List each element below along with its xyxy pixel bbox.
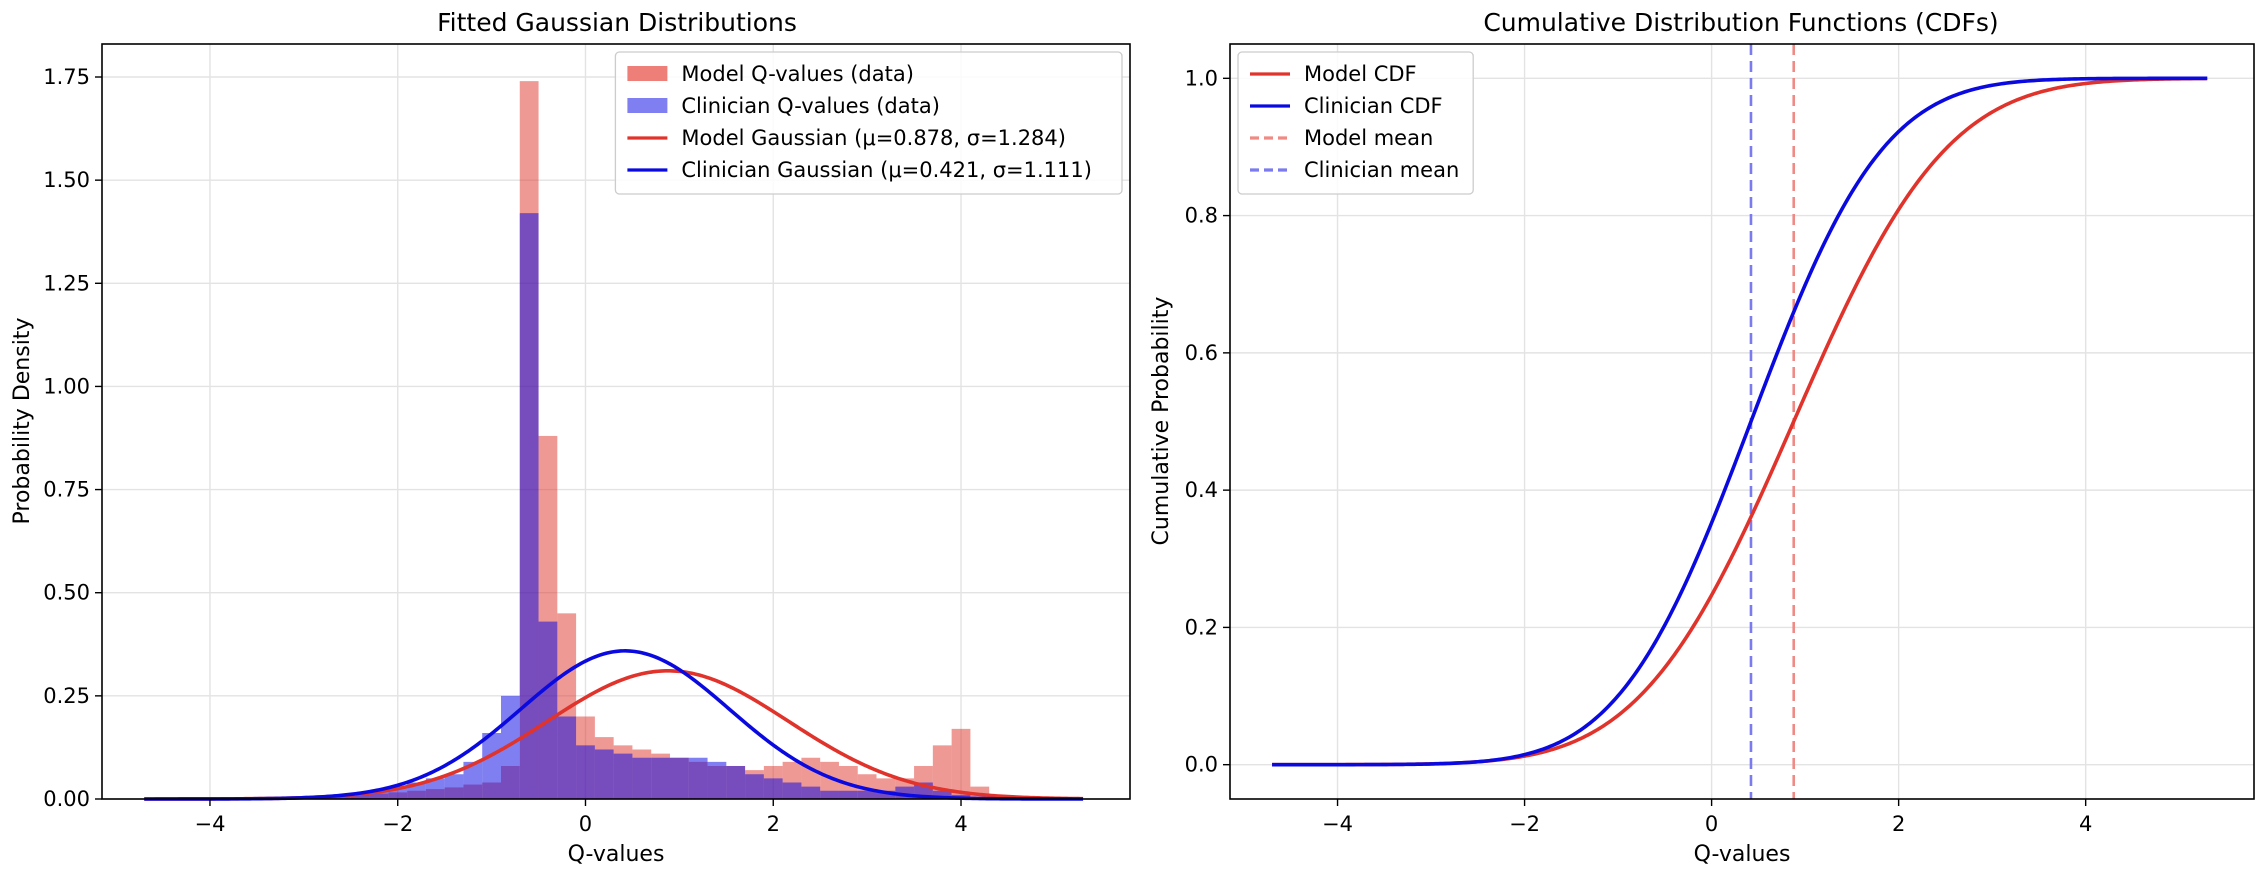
clinician-hist-bar: [613, 753, 633, 799]
x-tick-label: 0: [579, 812, 592, 836]
clinician-hist-bar: [745, 774, 764, 799]
clinician-hist-bar: [463, 761, 483, 799]
x-tick-label: 4: [954, 812, 967, 836]
legend-label: Clinician Q-values (data): [681, 94, 940, 118]
clinician-hist-bar: [763, 778, 783, 799]
density-panel: Fitted Gaussian Distributions −4 −2 0 2 4 0.0…: [10, 8, 1131, 867]
cdf-y-axis-label: Cumulative Probability: [1149, 297, 1174, 546]
x-tick-label: 0: [1705, 812, 1718, 836]
legend-box: [614, 51, 1123, 195]
y-tick-label: 1.0: [1185, 66, 1218, 90]
x-tick-label: −4: [194, 812, 225, 836]
clinician-hist-bar: [801, 786, 821, 799]
cdf-x-axis-label: Q-values: [1694, 842, 1791, 867]
legend-label: Model Q-values (data): [681, 62, 914, 86]
x-tick-label: −2: [1509, 812, 1540, 836]
cdf-panel: Cumulative Distribution Functions (CDFs)…: [1149, 8, 2255, 867]
y-tick-label: 0.8: [1185, 204, 1218, 228]
y-tick-label: 1.75: [43, 65, 90, 89]
clinician-hist-bar: [425, 778, 445, 799]
clinician-hist-bar: [838, 790, 858, 799]
x-tick-label: 2: [1892, 812, 1905, 836]
clinician-hist-bar: [726, 765, 746, 799]
clinician-hist-bar: [669, 757, 689, 799]
cdf-chart-title: Cumulative Distribution Functions (CDFs): [1483, 8, 1998, 37]
legend-swatch: [627, 66, 668, 81]
y-tick-label: 1.50: [43, 168, 90, 192]
y-tick-label: 0.50: [43, 581, 90, 605]
y-tick-label: 1.25: [43, 271, 90, 295]
clinician-hist-bar: [538, 621, 558, 799]
clinician-hist-bar: [594, 749, 614, 799]
y-tick-label: 0.0: [1185, 753, 1218, 777]
y-tick-label: 0.75: [43, 478, 90, 502]
density-y-axis-label: Probability Density: [10, 318, 35, 525]
legend-label: Model mean: [1304, 126, 1433, 150]
y-tick-label: 0.2: [1185, 615, 1218, 639]
cdf-plot-frame: [1229, 43, 2255, 800]
clinician-hist-bar: [519, 213, 539, 799]
legend-label: Clinician mean: [1304, 158, 1459, 182]
clinician-hist-bar: [482, 732, 501, 799]
clinician-hist-bar: [632, 757, 652, 799]
x-tick-label: 4: [2079, 812, 2092, 836]
model-hist-bar: [932, 745, 952, 799]
clinician-hist-bar: [576, 745, 595, 799]
density-x-axis-label: Q-values: [568, 842, 665, 867]
x-tick-label: 2: [767, 812, 780, 836]
density-legend: Model Q-values (data) Clinician Q-values …: [614, 51, 1123, 195]
clinician-hist-bar: [820, 790, 839, 799]
legend-label: Model Gaussian (μ=0.878, σ=1.284): [681, 126, 1066, 150]
clinician-hist-bar: [651, 757, 670, 799]
legend-box: [1237, 51, 1474, 195]
y-tick-label: 0.4: [1185, 478, 1218, 502]
x-tick-label: −2: [382, 812, 413, 836]
cdf-legend: Model CDF Clinician CDF Model mean Clinicia…: [1237, 51, 1474, 195]
legend-label: Clinician Gaussian (μ=0.421, σ=1.111): [681, 158, 1092, 182]
clinician-cdf-line: [1272, 76, 2208, 767]
x-tick-label: −4: [1322, 812, 1353, 836]
legend-swatch: [627, 98, 668, 113]
clinician-hist-bar: [857, 790, 877, 799]
clinician-hist-bar: [444, 774, 464, 799]
model-hist-bar: [820, 761, 839, 799]
clinician-hist-bar: [688, 757, 708, 799]
legend-label: Clinician CDF: [1304, 94, 1443, 118]
clinician-hist-bar: [932, 790, 952, 799]
density-chart-title: Fitted Gaussian Distributions: [437, 8, 797, 37]
legend-label: Model CDF: [1304, 62, 1417, 86]
clinician-hist-bar: [707, 761, 727, 799]
y-tick-label: 0.00: [43, 787, 90, 811]
clinician-hist-bar: [782, 782, 802, 799]
clinician-hist-bar: [876, 790, 896, 799]
clinician-hist-bar: [557, 716, 577, 799]
clinician-hist-bar: [369, 790, 389, 799]
clinician-gaussian-line: [144, 649, 1084, 801]
y-tick-label: 0.25: [43, 684, 90, 708]
y-tick-label: 1.00: [43, 374, 90, 398]
density-plot-frame: [101, 43, 1131, 800]
clinician-hist-bar: [350, 792, 370, 799]
y-tick-label: 0.6: [1185, 341, 1218, 365]
model-hist-bar: [951, 728, 971, 799]
